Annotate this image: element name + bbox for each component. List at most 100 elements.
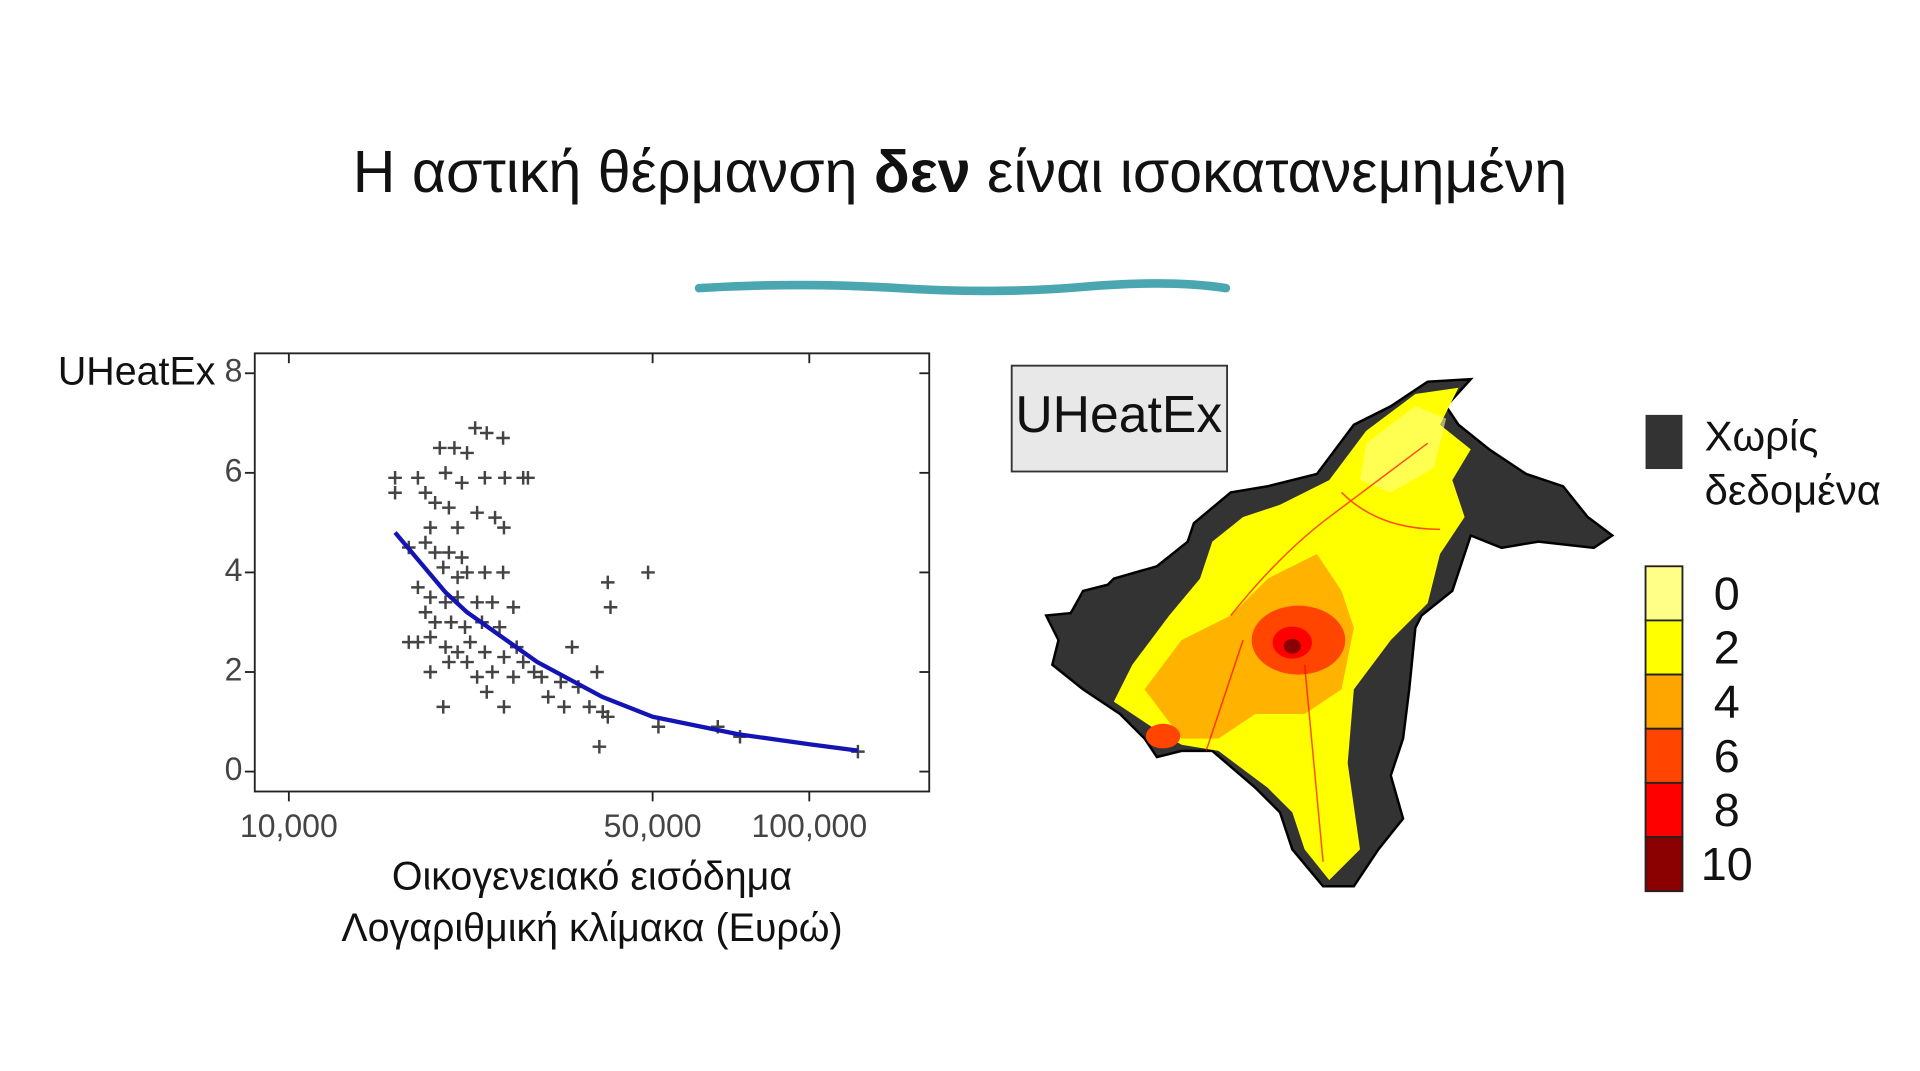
point	[458, 620, 472, 634]
point	[460, 446, 474, 460]
legend-value: 6	[1714, 730, 1740, 782]
point	[479, 685, 494, 699]
legend-swatch	[1644, 673, 1684, 730]
x-tick-label: 10,000	[240, 808, 338, 844]
point	[506, 600, 521, 615]
point	[450, 570, 465, 585]
point	[601, 575, 615, 590]
y-tick-label: 2	[225, 651, 243, 687]
point	[651, 720, 666, 734]
map-title: UHeatEx	[1015, 385, 1222, 443]
legend-value: 8	[1714, 784, 1740, 836]
y-tick-label: 0	[225, 751, 243, 787]
point	[450, 520, 465, 535]
point	[516, 655, 530, 669]
point	[423, 630, 438, 644]
point	[553, 675, 568, 689]
point	[496, 565, 510, 580]
legend-swatch	[1644, 836, 1684, 893]
point	[436, 560, 451, 575]
point	[428, 495, 442, 510]
y-axis-title: UHeatEx	[58, 350, 216, 394]
point	[442, 545, 456, 560]
point	[388, 471, 402, 485]
point	[450, 645, 465, 659]
point	[470, 670, 484, 684]
point	[388, 485, 402, 500]
point	[460, 655, 474, 669]
point	[455, 476, 469, 490]
title-part: Η αστική θέρμανση	[353, 139, 858, 205]
point	[411, 580, 425, 595]
x-tick-label: 100,000	[751, 808, 867, 844]
point	[463, 635, 477, 649]
point	[478, 471, 492, 485]
x-axis-title: Οικογενειακό εισόδημα	[392, 854, 792, 898]
legend-swatch	[1644, 619, 1684, 676]
point	[438, 595, 453, 610]
point	[527, 665, 541, 679]
legend-value: 0	[1714, 567, 1740, 619]
legend-swatch	[1644, 781, 1684, 838]
point	[442, 655, 456, 669]
point	[470, 505, 484, 520]
point	[582, 700, 597, 714]
point	[411, 471, 425, 485]
legend-label: δεδομένα	[1705, 467, 1881, 514]
divider	[694, 279, 1231, 296]
point	[438, 640, 453, 654]
legend-swatch	[1644, 565, 1684, 622]
map-road	[1205, 442, 1441, 862]
point	[485, 595, 500, 610]
map-region	[1145, 723, 1181, 749]
point	[592, 739, 607, 754]
point	[418, 485, 433, 500]
legend-swatch	[1644, 727, 1684, 784]
point	[497, 520, 511, 535]
point	[521, 471, 535, 485]
fit-line	[393, 531, 859, 753]
x-tick-label: 50,000	[604, 808, 702, 844]
point	[497, 650, 511, 664]
point	[534, 670, 549, 684]
point	[479, 426, 494, 440]
point	[428, 615, 442, 629]
point	[418, 605, 433, 620]
point	[641, 565, 655, 580]
y-tick-label: 4	[225, 552, 243, 588]
point	[506, 670, 521, 684]
point	[423, 520, 438, 535]
point	[423, 590, 438, 605]
point	[496, 431, 510, 445]
point	[470, 595, 484, 610]
title-bold: δεν	[874, 139, 971, 205]
point	[433, 441, 447, 455]
point	[541, 690, 555, 704]
point	[488, 510, 502, 525]
point	[601, 710, 615, 724]
legend-label: Χωρίς	[1705, 413, 1819, 460]
point	[492, 620, 507, 634]
map-region	[1283, 638, 1301, 654]
point	[460, 565, 474, 580]
point	[444, 615, 458, 629]
y-tick-label: 6	[225, 452, 243, 488]
point	[447, 441, 462, 455]
point	[557, 700, 571, 714]
x-axis-title: Λογαριθμική κλίμακα (Ευρώ)	[341, 906, 842, 950]
point	[455, 550, 469, 565]
point	[428, 545, 442, 560]
point	[497, 700, 511, 714]
point	[436, 700, 451, 714]
point	[478, 645, 492, 659]
point	[565, 640, 579, 654]
point	[423, 665, 438, 679]
title-part: είναι ισοκατανεμημένη	[987, 139, 1567, 205]
map-region	[1360, 406, 1447, 493]
map-label-box	[1010, 364, 1228, 473]
point	[498, 471, 512, 485]
point	[485, 665, 500, 679]
point	[478, 565, 492, 580]
